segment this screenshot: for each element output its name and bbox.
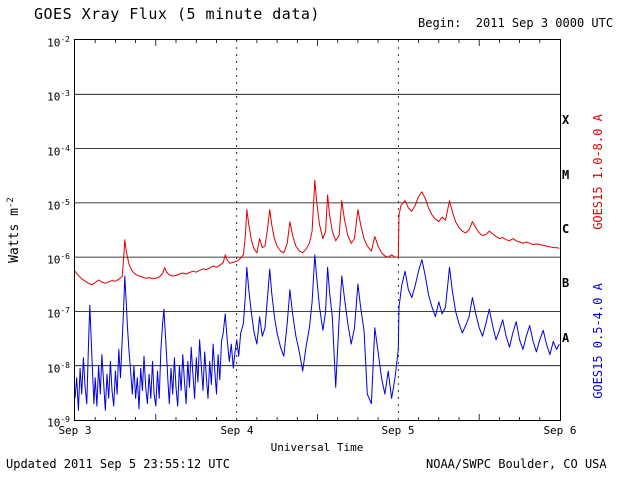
y-tick-label-1e-9: 10-9	[47, 415, 70, 430]
y-tick-exponent: -8	[60, 361, 70, 370]
y-tick-exponent: -3	[60, 89, 70, 98]
x-tick-label: Sep 3	[58, 424, 92, 437]
y-axis-label: Watts m-2	[6, 197, 22, 263]
y-tick-label-1e-4: 10-4	[47, 144, 70, 159]
y-axis-label-exponent: -2	[5, 197, 16, 209]
y-tick-label-1e-6: 10-6	[47, 252, 70, 267]
y-tick-exponent: -6	[60, 252, 70, 261]
y-axis-label-base: Watts m	[7, 208, 23, 263]
x-tick-label: Sep 5	[381, 424, 415, 437]
channel-label-short-wavelength: GOES15 0.5-4.0 A	[591, 283, 605, 399]
flux-class-a: A	[562, 331, 570, 345]
plot-canvas	[75, 40, 560, 420]
y-tick-label-1e-8: 10-8	[47, 361, 70, 376]
y-tick-label-1e-3: 10-3	[47, 89, 70, 104]
page-title: GOES Xray Flux (5 minute data)	[34, 5, 320, 23]
flux-class-x: X	[562, 113, 570, 127]
y-tick-exponent: -5	[60, 198, 70, 207]
flux-class-c: C	[562, 222, 570, 236]
plot-area	[74, 39, 561, 421]
y-tick-exponent: -9	[60, 415, 70, 424]
y-tick-exponent: -4	[60, 144, 70, 153]
x-axis-title: Universal Time	[270, 441, 364, 454]
flux-class-b: B	[562, 276, 570, 290]
y-tick-exponent: -7	[60, 306, 70, 315]
y-tick-label-1e-5: 10-5	[47, 198, 70, 213]
channel-label-long-wavelength: GOES15 1.0-8.0 A	[591, 114, 605, 230]
x-tick-label: Sep 4	[220, 424, 254, 437]
begin-timestamp: Begin: 2011 Sep 3 0000 UTC	[418, 16, 614, 30]
source-attribution: NOAA/SWPC Boulder, CO USA	[426, 457, 607, 471]
flux-class-m: M	[562, 168, 570, 182]
updated-timestamp: Updated 2011 Sep 5 23:55:12 UTC	[6, 457, 230, 471]
series-line-short-wavelength	[75, 254, 560, 411]
series-line-long-wavelength	[75, 179, 560, 286]
y-tick-exponent: -2	[60, 35, 70, 44]
y-tick-label-1e-2: 10-2	[47, 35, 70, 50]
x-tick-label: Sep 6	[543, 424, 577, 437]
y-tick-label-1e-7: 10-7	[47, 306, 70, 321]
